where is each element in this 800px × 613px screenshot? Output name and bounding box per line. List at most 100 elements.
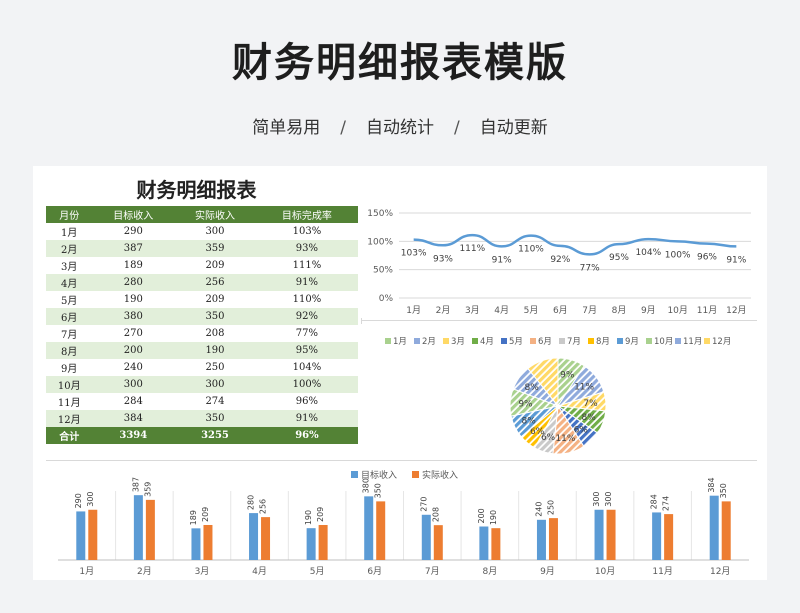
feature-tag-easy: 简单易用 bbox=[252, 118, 321, 138]
cell-rate: 91% bbox=[255, 410, 358, 427]
table-row: 12月 384 350 91% bbox=[46, 410, 358, 427]
cell-rate: 95% bbox=[255, 342, 358, 359]
feature-tags: 简单易用 / 自动统计 / 自动更新 bbox=[0, 113, 800, 138]
table-row: 11月 284 274 96% bbox=[46, 393, 358, 410]
total-cell-actual: 3255 bbox=[174, 427, 256, 444]
legend-swatch bbox=[414, 338, 420, 344]
bar bbox=[364, 496, 374, 560]
cell-rate: 91% bbox=[255, 274, 358, 291]
page-title: 财务明细报表模版 bbox=[232, 40, 568, 86]
bar-value-label: 189 bbox=[189, 510, 198, 525]
panel-divider bbox=[361, 320, 757, 321]
data-label: 110% bbox=[518, 245, 544, 255]
bar bbox=[145, 499, 155, 560]
cell-target: 300 bbox=[92, 376, 175, 393]
y-tick-label: 150% bbox=[367, 209, 393, 219]
table-row: 7月 270 208 77% bbox=[46, 325, 358, 342]
completion-rate-line-chart: 0% 50% 100% 150% 1月 2月 3月 4月 5月 6月 7月 8月 9月 10月 11月 12月… bbox=[361, 201, 757, 318]
bar bbox=[491, 528, 501, 560]
cell-rate: 100% bbox=[255, 376, 358, 393]
total-cell-label: 合计 bbox=[46, 427, 93, 444]
x-tick-label: 5月 bbox=[524, 305, 539, 316]
table-row: 8月 200 190 95% bbox=[46, 342, 358, 359]
data-label: 96% bbox=[697, 253, 717, 263]
cell-month: 1月 bbox=[61, 228, 78, 239]
column-header-target: 目标收入 bbox=[92, 206, 175, 223]
x-tick-label: 6月 bbox=[367, 566, 382, 577]
cell-actual: 300 bbox=[174, 376, 256, 393]
legend-label: 5月 bbox=[509, 337, 523, 347]
legend-label: 8月 bbox=[596, 337, 610, 347]
finance-table: 月份 目标收入 实际收入 目标完成率 1月 290 300 103% 2月 387 359 9… bbox=[46, 206, 358, 444]
cell-actual: 208 bbox=[205, 328, 225, 339]
total-cell-target: 3394 bbox=[92, 427, 175, 444]
y-tick-label: 50% bbox=[373, 266, 393, 276]
x-tick-label: 10月 bbox=[595, 566, 615, 577]
legend-label: 目标收入 bbox=[361, 469, 397, 481]
bar bbox=[548, 518, 558, 560]
cell-actual: 250 bbox=[205, 362, 225, 373]
cell-target: 189 bbox=[123, 260, 143, 271]
cell-target: 284 bbox=[123, 396, 143, 407]
legend-label: 6月 bbox=[538, 337, 552, 347]
cell-actual: 209 bbox=[205, 294, 225, 305]
bar-value-label: 284 bbox=[650, 494, 659, 509]
x-tick-label: 2月 bbox=[137, 566, 152, 577]
slice-label: 9% bbox=[518, 399, 533, 409]
bar-value-label: 300 bbox=[604, 491, 613, 506]
table-row: 10月 300 300 100% bbox=[46, 376, 358, 393]
cell-actual: 300 bbox=[205, 226, 225, 237]
cell-target: 240 bbox=[123, 362, 143, 373]
cell-month: 9月 bbox=[61, 364, 78, 375]
legend-label: 实际收入 bbox=[422, 469, 458, 481]
bar bbox=[594, 509, 604, 560]
feature-tag-auto-update: 自动更新 bbox=[479, 118, 548, 138]
bar-value-label: 350 bbox=[374, 483, 383, 498]
data-label: 93% bbox=[433, 254, 453, 264]
tag-separator: / bbox=[340, 118, 346, 138]
cell-rate: 77% bbox=[295, 328, 319, 339]
bar-value-label: 250 bbox=[546, 500, 555, 515]
cell-month: 7月 bbox=[61, 330, 78, 341]
cell-rate: 111% bbox=[292, 260, 322, 271]
table-row: 3月 189 209 111% bbox=[46, 257, 358, 274]
data-label: 92% bbox=[550, 255, 570, 265]
legend-swatch bbox=[443, 338, 449, 344]
bar bbox=[133, 495, 143, 560]
bar-value-label: 350 bbox=[719, 483, 728, 498]
bar bbox=[536, 519, 546, 560]
legend-swatch bbox=[351, 471, 358, 478]
legend-label: 7月 bbox=[567, 337, 581, 347]
cell-month: 4月 bbox=[46, 274, 93, 291]
legend-swatch bbox=[704, 338, 710, 344]
bar-value-label: 280 bbox=[247, 495, 256, 510]
table-row: 1月 290 300 103% bbox=[46, 223, 358, 240]
bar bbox=[433, 525, 443, 560]
cell-month: 11月 bbox=[57, 398, 81, 409]
x-tick-label: 5月 bbox=[310, 566, 325, 577]
legend-label: 12月 bbox=[712, 337, 731, 347]
bar bbox=[76, 511, 86, 560]
cell-month: 8月 bbox=[46, 342, 93, 359]
bar bbox=[721, 501, 731, 560]
slice-label: 9% bbox=[560, 371, 575, 381]
legend-swatch bbox=[559, 338, 565, 344]
x-tick-label: 3月 bbox=[465, 305, 480, 316]
legend-swatch bbox=[530, 338, 536, 344]
column-header-rate: 目标完成率 bbox=[255, 206, 358, 223]
cell-target: 290 bbox=[123, 226, 143, 237]
legend-label: 4月 bbox=[480, 337, 494, 347]
legend-label: 9月 bbox=[625, 337, 639, 347]
cell-actual: 359 bbox=[174, 240, 256, 257]
table-row: 4月 280 256 91% bbox=[46, 274, 358, 291]
tag-separator: / bbox=[454, 118, 460, 138]
x-tick-label: 12月 bbox=[710, 566, 730, 577]
table-row: 9月 240 250 104% bbox=[46, 359, 358, 376]
legend-swatch bbox=[501, 338, 507, 344]
cell-rate: 92% bbox=[255, 308, 358, 325]
x-tick-label: 2月 bbox=[436, 305, 451, 316]
table-row: 2月 387 359 93% bbox=[46, 240, 358, 257]
bar-value-label: 300 bbox=[86, 491, 95, 506]
bar-value-label: 256 bbox=[259, 499, 268, 514]
slice-label: 6% bbox=[574, 425, 589, 435]
